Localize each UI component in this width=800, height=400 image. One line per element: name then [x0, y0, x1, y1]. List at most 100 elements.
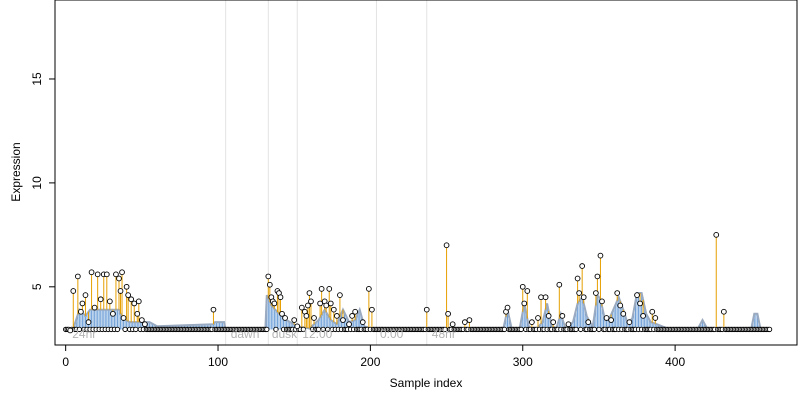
- data-point: [349, 313, 355, 319]
- data-point: [640, 313, 646, 319]
- data-point: [330, 306, 337, 313]
- data-point: [107, 298, 113, 305]
- data-point: [138, 317, 145, 323]
- data-point: [596, 326, 602, 333]
- data-point: [466, 317, 473, 323]
- data-point: [294, 323, 301, 330]
- data-point: [70, 288, 77, 294]
- data-point: [119, 269, 125, 276]
- data-point: [576, 290, 582, 296]
- data-point: [306, 290, 313, 296]
- data-point: [366, 286, 372, 292]
- smooth-line: [65, 292, 770, 332]
- data-point: [282, 315, 288, 321]
- data-point: [593, 290, 599, 296]
- data-point: [75, 273, 81, 280]
- data-point: [518, 326, 524, 333]
- data-point: [559, 313, 566, 319]
- y-axis-label: Expression: [9, 142, 23, 201]
- data-point: [766, 326, 773, 333]
- data-point: [103, 271, 110, 278]
- data-point: [142, 321, 148, 328]
- data-point: [85, 319, 92, 325]
- data-point: [579, 263, 586, 269]
- data-point: [637, 300, 643, 307]
- phase-label-2: dusk: [272, 327, 298, 341]
- x-tick-label: 300: [513, 355, 533, 369]
- data-point: [264, 326, 270, 333]
- data-point: [462, 319, 468, 325]
- data-point: [369, 306, 375, 313]
- phase-label-5: 48hr: [432, 327, 456, 341]
- data-point: [318, 286, 325, 292]
- data-point: [266, 281, 273, 288]
- data-point: [626, 319, 633, 325]
- data-point: [542, 294, 549, 301]
- data-point: [308, 298, 314, 305]
- data-point: [521, 300, 528, 307]
- data-point: [580, 294, 587, 301]
- data-point: [120, 315, 127, 321]
- data-point: [123, 283, 130, 290]
- y-tick-label: 5: [30, 283, 44, 290]
- data-point: [519, 283, 526, 290]
- x-tick-label: 200: [360, 355, 380, 369]
- data-point: [273, 326, 279, 333]
- data-point: [573, 326, 579, 333]
- data-point: [88, 269, 95, 276]
- data-point: [608, 317, 614, 323]
- data-point: [504, 304, 511, 311]
- data-point: [271, 300, 278, 307]
- data-point: [577, 326, 584, 333]
- data-point: [617, 302, 624, 309]
- data-point: [67, 327, 74, 334]
- phase-label-3: 12:00: [302, 327, 332, 341]
- data-point: [524, 288, 531, 294]
- x-axis: 0 100 200 300 400: [62, 345, 685, 369]
- data-point: [91, 304, 98, 311]
- data-point: [443, 242, 450, 249]
- data-point: [614, 290, 621, 296]
- y-tick-label: 15: [30, 72, 44, 86]
- y-axis: 5 10 15: [30, 72, 55, 290]
- data-point: [359, 319, 366, 325]
- data-point: [116, 275, 122, 282]
- data-point: [117, 288, 124, 294]
- data-point: [97, 296, 104, 303]
- x-tick-label: 0: [62, 355, 69, 369]
- data-point: [538, 294, 544, 301]
- data-point: [597, 252, 604, 259]
- data-point: [134, 310, 141, 317]
- plot-frame: [54, 0, 798, 346]
- data-point: [449, 321, 456, 328]
- data-point: [535, 315, 541, 321]
- data-point: [326, 286, 333, 292]
- data-point: [634, 292, 640, 298]
- data-point: [649, 308, 656, 315]
- data-point: [334, 313, 340, 319]
- data-point: [327, 300, 334, 307]
- data-point: [125, 292, 131, 298]
- data-point: [133, 326, 139, 333]
- data-point: [713, 231, 720, 238]
- data-point: [291, 317, 298, 323]
- data-point: [94, 271, 101, 278]
- data-point: [620, 310, 627, 317]
- data-point: [529, 319, 535, 325]
- points-layer: [63, 231, 773, 334]
- data-point: [545, 313, 552, 319]
- data-point: [265, 273, 272, 280]
- data-point: [323, 302, 330, 309]
- x-tick-label: 400: [665, 355, 685, 369]
- data-point: [135, 298, 142, 305]
- data-point: [311, 315, 317, 321]
- data-point: [79, 300, 86, 307]
- phase-label-4: 0:00: [380, 327, 404, 341]
- data-point: [78, 308, 84, 315]
- phase-labels: 24hr dawn dusk 12:00 0:00 48hr: [72, 327, 456, 341]
- plot-background: [55, 0, 797, 345]
- data-point: [303, 313, 310, 319]
- data-point: [279, 310, 285, 317]
- data-point: [210, 306, 217, 313]
